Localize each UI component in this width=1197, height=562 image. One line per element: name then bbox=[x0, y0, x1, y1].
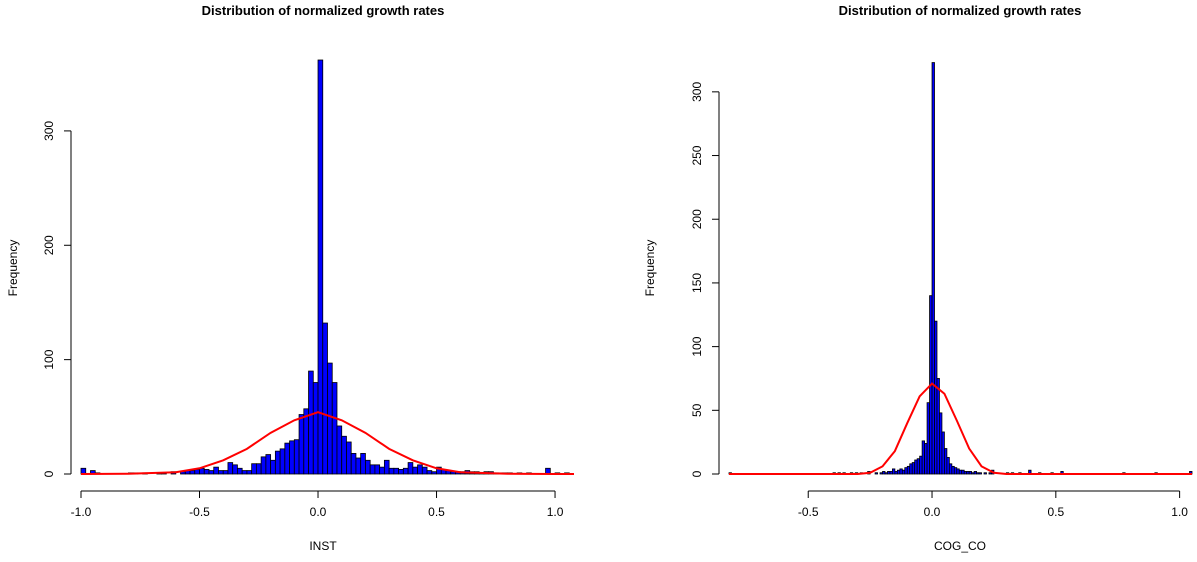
histogram-bar bbox=[874, 472, 878, 475]
histogram-bar bbox=[289, 440, 295, 475]
histogram-bar bbox=[203, 469, 210, 475]
histogram-bar bbox=[379, 466, 385, 475]
histogram-panel-inst: Distribution of normalized growth rates … bbox=[0, 0, 598, 562]
x-tick-label: 1.0 bbox=[1171, 505, 1188, 519]
y-tick-label: 200 bbox=[42, 235, 56, 255]
histogram-bar bbox=[189, 470, 196, 475]
y-tick-label: 300 bbox=[42, 121, 56, 141]
histogram-bar bbox=[270, 459, 276, 475]
histogram-bar bbox=[255, 463, 262, 475]
x-axis-label: COG_CO bbox=[934, 539, 986, 553]
histogram-bar bbox=[312, 382, 319, 475]
histogram-bar bbox=[308, 370, 314, 475]
axes: -0.5 0.0 0.5 1.0 0 50 100 150 200 250 300 bbox=[690, 82, 1188, 519]
histogram-bar bbox=[388, 467, 395, 475]
y-tick-label: 200 bbox=[690, 209, 704, 229]
histogram-bar bbox=[284, 442, 290, 475]
histogram-bar bbox=[407, 462, 414, 475]
y-tick-label: 0 bbox=[690, 470, 704, 477]
histogram-bar bbox=[383, 459, 390, 475]
density-curve bbox=[729, 382, 1192, 475]
histogram-bar bbox=[398, 469, 404, 475]
density-curve bbox=[80, 411, 574, 475]
histogram-bar bbox=[293, 439, 300, 475]
histogram-bar bbox=[331, 382, 338, 475]
histogram-bar bbox=[298, 414, 305, 475]
histogram-bar bbox=[431, 471, 437, 475]
x-tick-label: -0.5 bbox=[189, 505, 210, 519]
histogram-bar bbox=[393, 467, 400, 475]
histogram-bar bbox=[227, 462, 234, 475]
x-tick-label: 1.0 bbox=[547, 505, 564, 519]
histogram-bars bbox=[80, 59, 570, 475]
histogram-bar bbox=[199, 467, 205, 475]
x-tick-label: 0.5 bbox=[428, 505, 445, 519]
histogram-bar bbox=[402, 467, 409, 475]
histogram-bar bbox=[421, 466, 428, 475]
histogram-bar bbox=[208, 470, 215, 475]
histogram-bar bbox=[412, 466, 418, 475]
histogram-bar bbox=[369, 464, 376, 475]
histogram-bar bbox=[350, 453, 357, 475]
x-tick-label: -0.5 bbox=[798, 505, 819, 519]
y-tick-label: 100 bbox=[42, 349, 56, 369]
histogram-bar bbox=[232, 464, 238, 475]
histogram-bar bbox=[241, 470, 248, 475]
histogram-bar bbox=[218, 470, 224, 475]
histogram-bar bbox=[355, 457, 362, 475]
histogram-bar bbox=[279, 448, 286, 475]
histogram-bar bbox=[213, 466, 219, 475]
histogram-bar bbox=[931, 62, 935, 475]
y-tick-label: 150 bbox=[690, 273, 704, 293]
histogram-bar bbox=[317, 59, 324, 475]
y-tick-label: 300 bbox=[690, 82, 704, 102]
histogram-bar bbox=[336, 425, 343, 475]
y-tick-label: 100 bbox=[690, 336, 704, 356]
x-tick-label: 0.0 bbox=[310, 505, 327, 519]
x-tick-label: 0.5 bbox=[1047, 505, 1064, 519]
histogram-bar bbox=[194, 469, 200, 475]
chart-title: Distribution of normalized growth rates bbox=[202, 3, 445, 18]
histogram-bar bbox=[322, 322, 328, 475]
y-axis-label: Frequency bbox=[643, 240, 657, 297]
histogram-panel-cog-co: Distribution of normalized growth rates … bbox=[598, 0, 1197, 562]
histogram-bar bbox=[346, 441, 352, 475]
x-axis-label: INST bbox=[309, 539, 337, 553]
histogram-bar bbox=[265, 454, 272, 475]
histogram-bar bbox=[978, 472, 982, 475]
histogram-bar bbox=[417, 464, 423, 475]
histogram-bar bbox=[365, 459, 371, 475]
y-tick-label: 0 bbox=[42, 470, 56, 477]
histogram-bar bbox=[341, 435, 347, 475]
histogram-bars bbox=[728, 62, 1193, 475]
x-tick-label: 0.0 bbox=[924, 505, 941, 519]
x-tick-label: -1.0 bbox=[71, 505, 92, 519]
histogram-chart-cog-co: Distribution of normalized growth rates … bbox=[643, 3, 1193, 553]
chart-title: Distribution of normalized growth rates bbox=[839, 3, 1082, 18]
histogram-bar bbox=[303, 408, 309, 475]
histogram-bar bbox=[374, 464, 381, 475]
y-tick-label: 50 bbox=[690, 403, 704, 417]
y-axis-label: Frequency bbox=[6, 240, 20, 297]
histogram-bar bbox=[246, 470, 253, 475]
histogram-bar bbox=[251, 463, 257, 475]
histogram-bar bbox=[260, 456, 267, 475]
histogram-chart-inst: Distribution of normalized growth rates … bbox=[6, 3, 574, 553]
y-tick-label: 250 bbox=[690, 145, 704, 165]
histogram-bar bbox=[237, 467, 243, 475]
histogram-bar bbox=[360, 453, 366, 475]
histogram-bar bbox=[222, 470, 229, 475]
histogram-bar bbox=[983, 472, 987, 475]
histogram-bar bbox=[274, 450, 281, 475]
histogram-bar bbox=[426, 470, 433, 475]
axes: -1.0 -0.5 0.0 0.5 1.0 0 100 200 300 bbox=[42, 121, 564, 519]
histogram-bar bbox=[327, 362, 333, 475]
